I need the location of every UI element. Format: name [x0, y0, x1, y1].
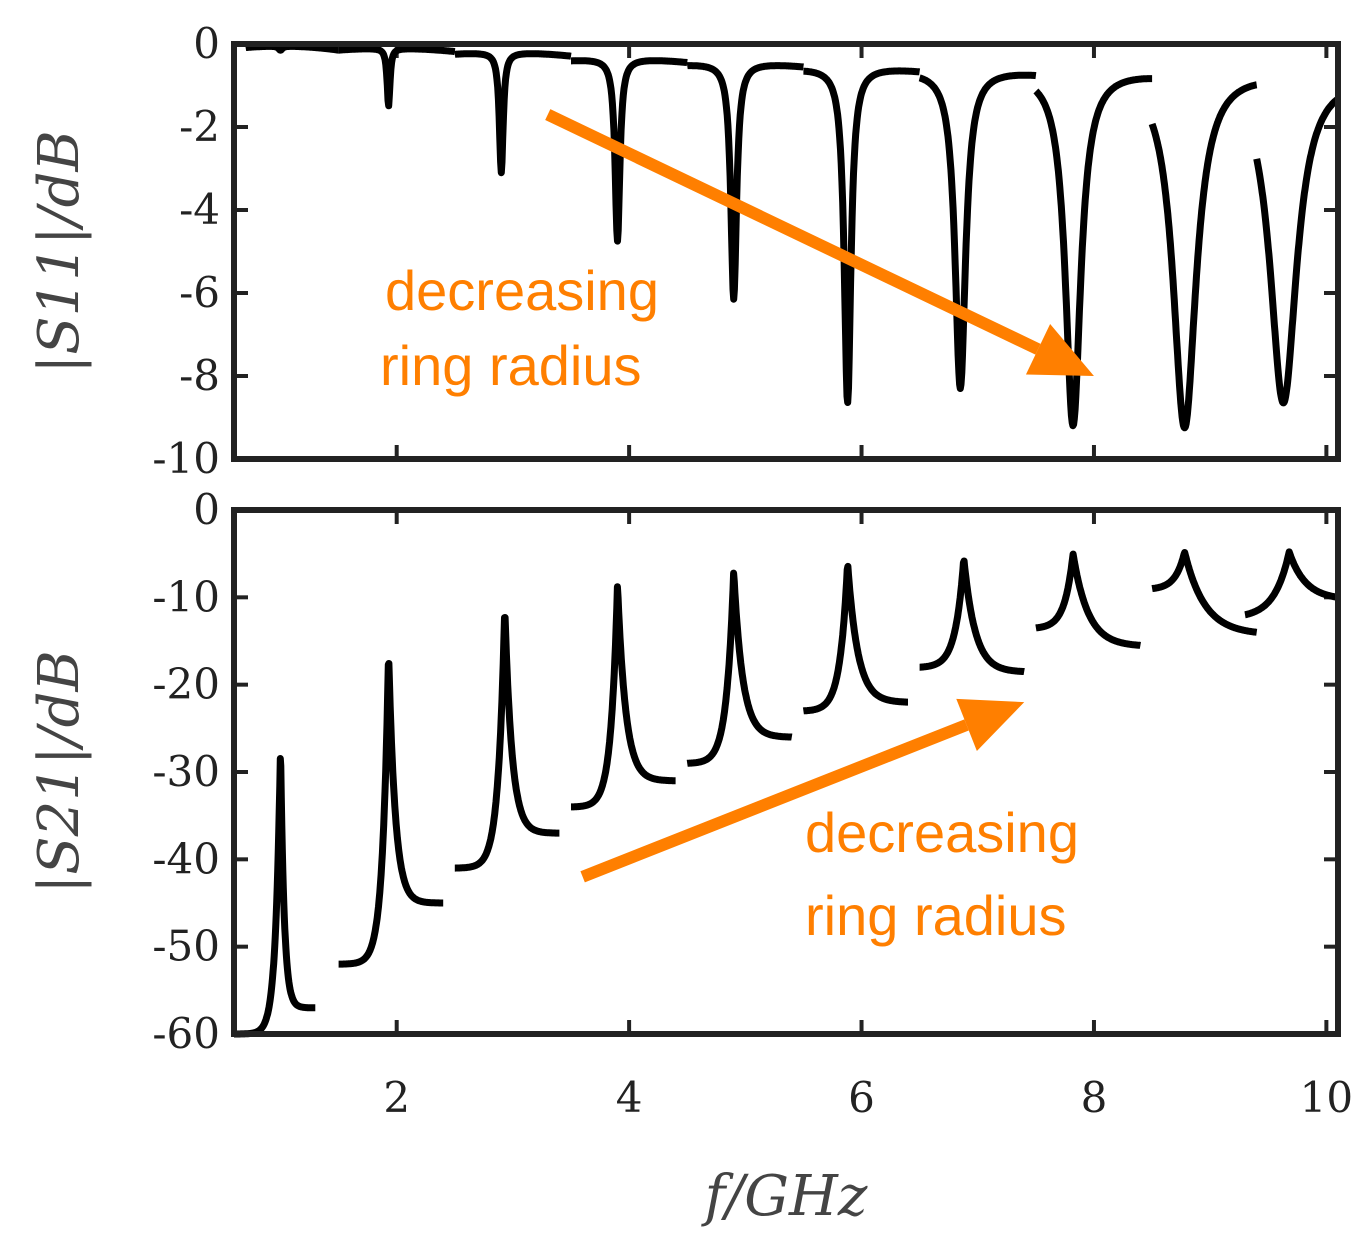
s21-annotation-arrow-shaft	[580, 719, 969, 883]
s21-xtick-label: 8	[1081, 1073, 1108, 1122]
s21-series-3	[452, 614, 563, 872]
s11-ytick-label: -10	[152, 434, 220, 483]
s11-annotation-arrow-shaft	[545, 109, 1041, 355]
s21-series-5	[684, 569, 795, 767]
s11-panel: 0 -2 -4 -6 -8 -10 |S11|/dB decreasing ring ra…	[27, 19, 1341, 483]
s21-series-8	[1033, 550, 1144, 649]
s21-xtick-label: 6	[848, 1073, 875, 1122]
s11-tick-labels: 0 -2 -4 -6 -8 -10	[152, 19, 220, 483]
s11-annotation-line1: decreasing	[385, 259, 659, 322]
s21-series-1	[231, 755, 319, 1038]
s11-series-2	[335, 45, 458, 110]
s21-tick-labels: 0 -10 -20 -30 -40 -50 -60 2 4 6 8 10	[152, 485, 1353, 1122]
s11-ytick-label: -4	[179, 185, 220, 234]
s21-tick-group	[234, 508, 1338, 1036]
s21-ytick-label: 0	[193, 485, 220, 534]
s21-annotation-line1: decreasing	[805, 801, 1079, 864]
s21-series-4	[568, 583, 679, 811]
s21-series-10	[1242, 548, 1341, 619]
s11-series-8	[1033, 75, 1155, 430]
s21-ytick-label: -40	[152, 834, 220, 883]
s21-xtick-label: 10	[1300, 1073, 1353, 1122]
s21-ytick-label: -50	[152, 922, 220, 971]
s21-annotation: decreasing ring radius	[580, 698, 1079, 947]
s11-series-6	[800, 67, 923, 406]
s21-xtick-label: 2	[383, 1073, 410, 1122]
s11-axes-frame	[231, 41, 1341, 462]
s21-ytick-label: -10	[152, 572, 220, 621]
s21-series-9	[1149, 549, 1260, 636]
s11-annotation-line2: ring radius	[380, 334, 641, 397]
s11-series-7	[916, 71, 1039, 392]
s11-ytick-label: -6	[179, 268, 220, 317]
s11-ylabel: |S11|/dB	[27, 130, 92, 373]
s11-annotation-arrow-head	[1025, 323, 1094, 376]
s21-annotation-line2: ring radius	[805, 884, 1066, 947]
s21-panel: 0 -10 -20 -30 -40 -50 -60 2 4 6 8 10 |S21|/dB f/GHz…	[27, 485, 1353, 1229]
s21-series-6	[800, 562, 911, 715]
s21-ytick-label: -30	[152, 747, 220, 796]
s21-xlabel: f/GHz	[701, 1164, 868, 1229]
s11-series-10	[1253, 95, 1341, 407]
s21-annotation-arrow-head	[956, 698, 1025, 751]
s11-ytick-label: 0	[193, 19, 220, 68]
s21-axes-frame	[231, 507, 1341, 1037]
s11-series-9	[1148, 81, 1260, 432]
s11-ytick-label: -8	[179, 351, 220, 400]
s21-ytick-label: -20	[152, 660, 220, 709]
s21-xtick-label: 4	[616, 1073, 643, 1122]
s11-annotation: decreasing ring radius	[380, 109, 1094, 397]
s11-series-5	[684, 62, 807, 303]
s21-series-7	[916, 557, 1028, 676]
s21-ylabel: |S21|/dB	[27, 650, 92, 893]
s11-series-4	[568, 57, 690, 245]
s11-series-3	[452, 50, 574, 177]
s21-ytick-label: -60	[152, 1009, 220, 1058]
s21-series-2	[335, 660, 446, 968]
s11-ytick-label: -2	[179, 102, 220, 151]
s11-series-group	[242, 42, 1341, 432]
